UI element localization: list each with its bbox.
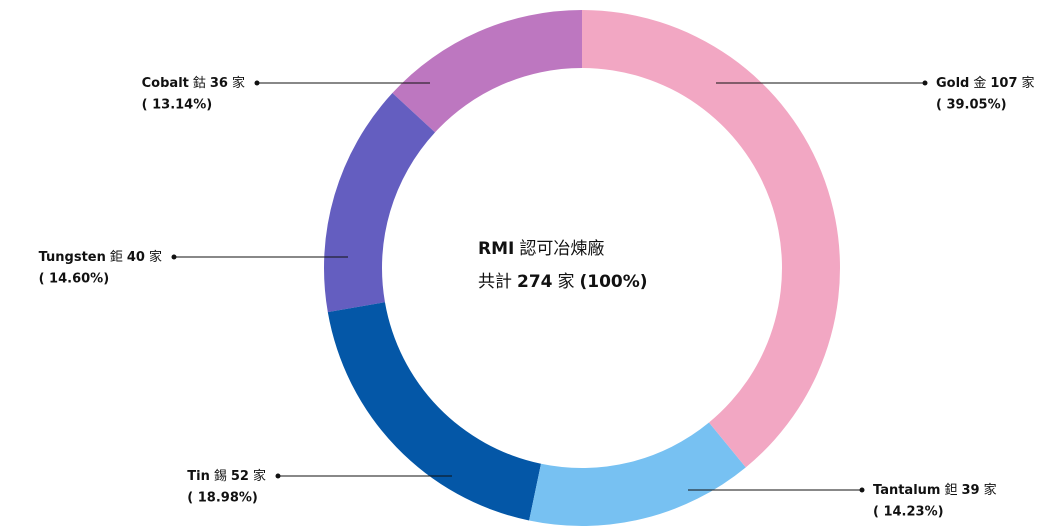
center-unit: 家 [558, 272, 575, 292]
label-zh: 鉭 [944, 483, 957, 498]
slice-percent: ( 39.05%) [936, 98, 1007, 113]
leader-dot [859, 487, 865, 493]
center-pct: (100%) [580, 272, 648, 292]
leader-dot [171, 254, 177, 260]
donut-slice [392, 10, 582, 133]
donut-slice [582, 10, 840, 468]
label-zh: 金 [973, 75, 986, 91]
label-unit: 家 [149, 249, 162, 265]
leader-dot [275, 473, 281, 479]
label-zh: 鉅 [110, 250, 123, 265]
label-zh: 錫 [214, 469, 227, 484]
donut-slice [324, 93, 436, 313]
slice-label: Tungsten 鉅 40 家 [39, 249, 162, 265]
center-line-2: 共計 274 家 (100%) [478, 272, 648, 292]
label-value: 40 [127, 250, 145, 265]
slice-label: Tantalum 鉭 39 家 [873, 482, 997, 498]
center-pre: 共計 [478, 272, 512, 292]
center-label: RMI 認可冶煉廠 共計 274 家 (100%) [478, 238, 648, 292]
label-unit: 家 [232, 75, 245, 91]
leader-dot [254, 80, 260, 86]
slice-percent: ( 13.14%) [142, 98, 213, 113]
center-desc: 認可冶煉廠 [519, 238, 604, 259]
label-name: Gold [936, 76, 969, 91]
donut-slice [327, 302, 542, 521]
donut-slice [529, 422, 746, 526]
center-total: 274 [517, 272, 553, 292]
leader-dot [922, 80, 928, 86]
slice-percent: ( 14.60%) [39, 272, 110, 287]
label-zh: 鈷 [193, 75, 206, 91]
label-value: 36 [210, 76, 228, 91]
slice-label: Gold 金 107 家 [936, 75, 1035, 91]
label-unit: 家 [1022, 75, 1035, 91]
center-rmi: RMI [478, 239, 514, 259]
slice-percent: ( 14.23%) [873, 505, 944, 520]
slice-label: Cobalt 鈷 36 家 [142, 75, 245, 91]
label-name: Cobalt [142, 76, 189, 91]
slice-label: Tin 錫 52 家 [187, 468, 266, 484]
label-value: 39 [961, 483, 979, 498]
label-name: Tantalum [873, 483, 940, 498]
slice-percent: ( 18.98%) [187, 491, 258, 506]
label-unit: 家 [984, 482, 997, 498]
label-value: 107 [990, 76, 1017, 91]
label-value: 52 [231, 469, 249, 484]
center-line-1: RMI 認可冶煉廠 [478, 238, 604, 259]
label-name: Tin [187, 469, 210, 484]
label-name: Tungsten [39, 250, 106, 265]
label-unit: 家 [253, 468, 266, 484]
